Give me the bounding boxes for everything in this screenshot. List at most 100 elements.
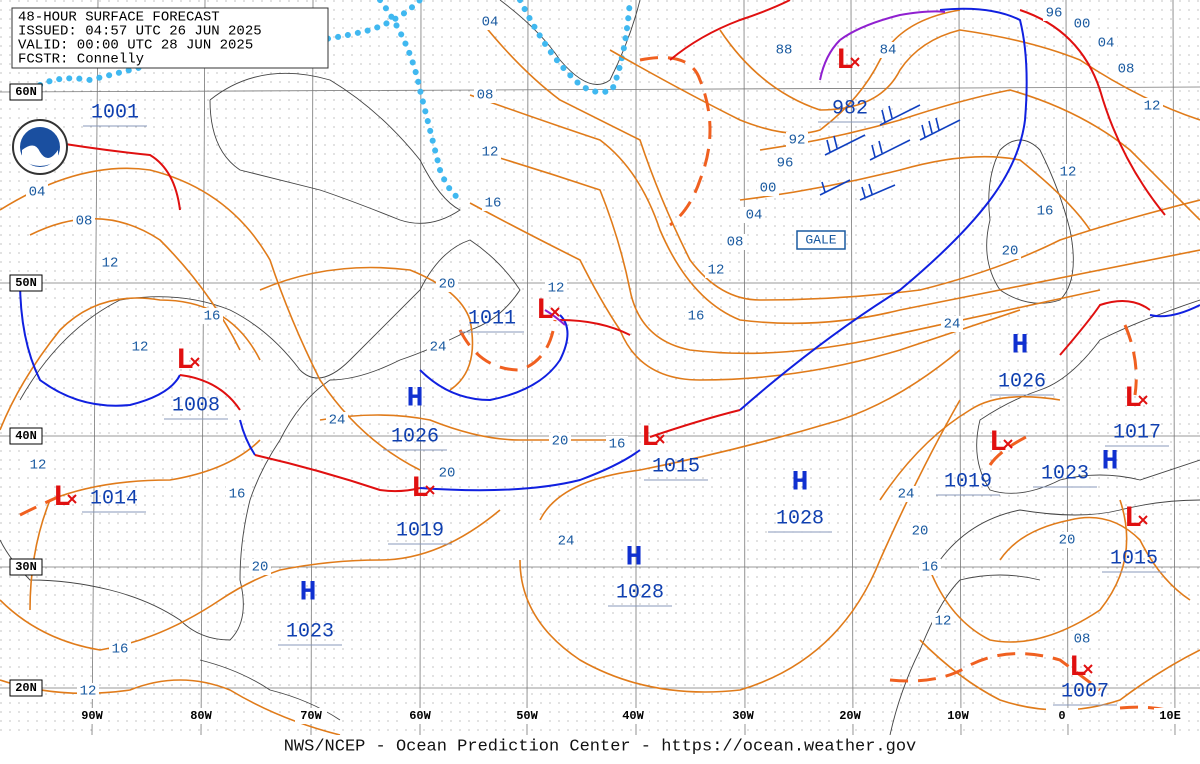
- longitude-label: 50W: [516, 709, 538, 723]
- low-cross: [425, 485, 435, 495]
- low-symbol: L: [411, 472, 429, 506]
- high-symbol: H: [407, 383, 424, 414]
- low-symbol: L: [1069, 651, 1087, 685]
- low-cross: [550, 307, 560, 317]
- center-pressure: 1015: [652, 455, 700, 478]
- isobar-label-bg: [877, 42, 899, 58]
- isobar-label: 84: [880, 43, 897, 59]
- center-pressure: 1026: [998, 370, 1046, 393]
- longitude-label: 70W: [300, 709, 322, 723]
- isobar-label: 12: [482, 145, 499, 161]
- center-pressure: 1015: [1110, 547, 1158, 570]
- isobar-label-bg: [27, 457, 49, 473]
- pressure-label: 1001: [91, 101, 139, 124]
- isobar-label-bg: [129, 339, 151, 355]
- low-cross: [1138, 515, 1148, 525]
- isobar-label: 92: [789, 133, 806, 149]
- isobar-label-bg: [941, 316, 963, 332]
- isobar-label: 08: [1074, 632, 1091, 648]
- isobar-label-bg: [479, 14, 501, 30]
- isobar-label: 12: [102, 256, 119, 272]
- isobar-label: 20: [552, 434, 569, 450]
- low-cross: [67, 494, 77, 504]
- longitude-label-bg: [1154, 708, 1186, 724]
- high-symbol: H: [626, 542, 643, 573]
- isobar-label: 16: [229, 487, 246, 503]
- center-pressure: 1023: [286, 620, 334, 643]
- isobar-label-bg: [26, 184, 48, 200]
- latitude-label: 20N: [15, 681, 37, 695]
- isobar-label-bg: [1043, 5, 1065, 21]
- isobar-label-bg: [685, 308, 707, 324]
- isobar-label: 20: [439, 466, 456, 482]
- isobar-label-bg: [99, 255, 121, 271]
- isobar-label: 04: [1098, 36, 1115, 52]
- isobar-label: 08: [76, 214, 93, 230]
- isobar-label-bg: [932, 613, 954, 629]
- low-cross: [850, 57, 860, 67]
- longitude-label: 60W: [409, 709, 431, 723]
- isobar-label: 20: [1059, 533, 1076, 549]
- isobar-label: 12: [1060, 165, 1077, 181]
- warning-box: [796, 230, 846, 250]
- low-cross: [1083, 664, 1093, 674]
- latitude-label: 30N: [15, 560, 37, 574]
- isobar-label: 20: [1002, 244, 1019, 260]
- high-symbol: H: [792, 467, 809, 498]
- isobar-label: 08: [1118, 62, 1135, 78]
- isobar-label-bg: [909, 523, 931, 539]
- isobar-label: 24: [944, 317, 961, 333]
- isobar-label-bg: [555, 533, 577, 549]
- isobar-label-bg: [436, 276, 458, 292]
- longitude-label-bg: [295, 708, 327, 724]
- isobar-label: 12: [708, 263, 725, 279]
- isobar-label: 24: [329, 413, 346, 429]
- low-symbol: L: [176, 344, 194, 378]
- center-pressure: 1011: [468, 307, 516, 330]
- isobar-label-bg: [1141, 98, 1163, 114]
- longitude-label-bg: [404, 708, 436, 724]
- isobar-label: 00: [1074, 17, 1091, 33]
- center-pressure: 1028: [776, 507, 824, 530]
- longitude-label: 30W: [732, 709, 754, 723]
- center-pressure: 1019: [396, 519, 444, 542]
- isobar-label: 16: [204, 309, 221, 325]
- longitude-label: 20W: [839, 709, 861, 723]
- isobar-label: 04: [482, 15, 499, 31]
- low-symbol: L: [1124, 382, 1142, 416]
- isobar-label-bg: [482, 195, 504, 211]
- isobar-label: 16: [1037, 204, 1054, 220]
- fronts: [19, 0, 1200, 493]
- low-cross: [190, 357, 200, 367]
- isobar-label: 12: [132, 340, 149, 356]
- isobar-label: 16: [112, 642, 129, 658]
- low-symbol: L: [1124, 502, 1142, 536]
- isobar-label-bg: [774, 155, 796, 171]
- latitude-label: 40N: [15, 429, 37, 443]
- isobar-label: 16: [922, 560, 939, 576]
- isobar-label: 04: [746, 208, 763, 224]
- wind-barbs: [819, 104, 961, 201]
- isobar-label: 20: [912, 524, 929, 540]
- low-cross: [1138, 395, 1148, 405]
- isobar-label-bg: [1095, 35, 1117, 51]
- isobar-label-bg: [77, 683, 99, 699]
- low-cross: [1003, 439, 1013, 449]
- isobar-label-bg: [201, 308, 223, 324]
- isobar-label: 08: [477, 88, 494, 104]
- longitude-label-bg: [834, 708, 866, 724]
- isobar-label: 96: [777, 156, 794, 172]
- isobar-label-bg: [1056, 532, 1078, 548]
- latitude-label-bg: [9, 679, 43, 697]
- header-box: [11, 7, 329, 69]
- isobar-label: 12: [935, 614, 952, 630]
- isobar-label-bg: [919, 559, 941, 575]
- longitude-label-bg: [76, 708, 108, 724]
- isobar-label: 24: [558, 534, 575, 550]
- isobar-label: 16: [688, 309, 705, 325]
- longitude-label-bg: [511, 708, 543, 724]
- isobar-label: 12: [80, 684, 97, 700]
- isobar-label: 08: [727, 235, 744, 251]
- isobar-label: 20: [252, 560, 269, 576]
